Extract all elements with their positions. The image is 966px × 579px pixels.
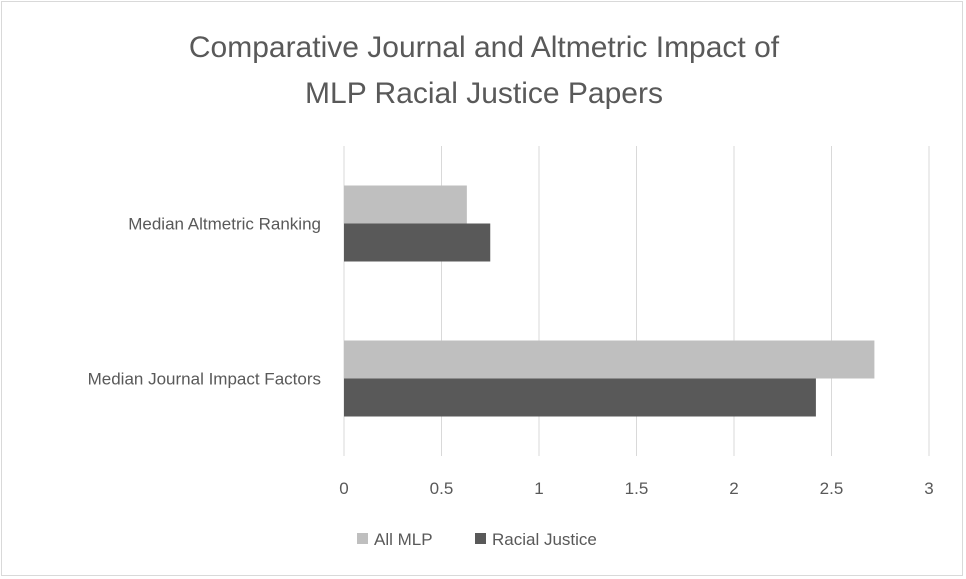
legend[interactable]: All MLP Racial Justice — [357, 530, 597, 549]
chart-title: Comparative Journal and Altmetric Impact… — [189, 31, 780, 110]
x-tick-label: 2 — [729, 479, 738, 498]
legend-item-racial-justice[interactable]: Racial Justice — [475, 530, 597, 549]
bars — [344, 185, 875, 417]
legend-label: All MLP — [374, 530, 433, 549]
x-tick-label: 0 — [339, 479, 348, 498]
legend-label: Racial Justice — [492, 530, 597, 549]
chart-title-line-1: Comparative Journal and Altmetric Impact… — [189, 31, 780, 64]
bar-racial-justice — [344, 223, 491, 262]
legend-swatch — [475, 533, 486, 544]
category-label: Median Journal Impact Factors — [88, 370, 321, 389]
legend-swatch — [357, 533, 368, 544]
category-label: Median Altmetric Ranking — [128, 215, 321, 234]
legend-item-all-mlp[interactable]: All MLP — [357, 530, 433, 549]
chart-title-line-2: MLP Racial Justice Papers — [305, 77, 663, 110]
bar-all-mlp — [344, 185, 467, 224]
x-tick-label: 1 — [534, 479, 543, 498]
x-tick-label: 1.5 — [625, 479, 649, 498]
x-axis-ticks: 0 0.5 1 1.5 2 2.5 3 — [339, 479, 933, 498]
x-tick-label: 3 — [924, 479, 933, 498]
x-tick-label: 0.5 — [430, 479, 454, 498]
x-tick-label: 2.5 — [820, 479, 844, 498]
category-labels: Median Altmetric Ranking Median Journal I… — [88, 215, 321, 389]
bar-all-mlp — [344, 340, 875, 379]
bar-racial-justice — [344, 378, 816, 417]
